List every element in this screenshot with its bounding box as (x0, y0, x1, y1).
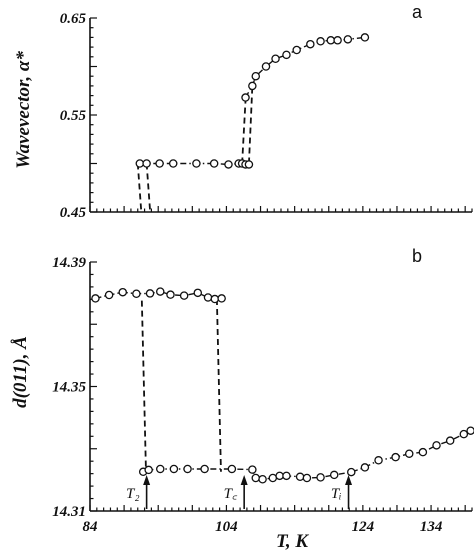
data-point (347, 467, 356, 477)
data-point (418, 447, 428, 457)
ti-arrow: Tᵢ (331, 475, 353, 509)
data-point (169, 464, 179, 474)
data-point (295, 472, 305, 482)
data-point (118, 287, 127, 297)
x-tick-label: 84 (83, 519, 99, 535)
data-point (193, 288, 203, 298)
data-point (251, 473, 261, 483)
data-point (248, 81, 257, 91)
transition-line (136, 163, 143, 211)
transition-line (140, 300, 147, 470)
data-point (166, 290, 175, 299)
data-point (217, 294, 226, 303)
transition-line (248, 85, 254, 164)
data-point (210, 294, 220, 304)
data-point (145, 289, 155, 298)
tc-arrow: T꜀ (224, 475, 248, 509)
x-tick-label: 134 (420, 519, 443, 535)
data-point (183, 464, 192, 474)
data-point (326, 36, 336, 45)
panel-a-marks (135, 33, 370, 211)
data-point (261, 62, 271, 71)
data-point (192, 159, 201, 168)
data-point (224, 160, 233, 169)
data-point (179, 291, 189, 300)
data-point (241, 93, 250, 102)
x-tick-label: 104 (215, 519, 238, 535)
y-tick-label: 14.35 (52, 380, 86, 396)
data-point (404, 449, 414, 458)
data-point (251, 71, 261, 81)
t2-arrow: T₂ (126, 475, 151, 509)
panel-b: d(011), Å b 14.31 14.35 14.39 84 104 124 134 T… (10, 246, 474, 552)
data-point (135, 159, 145, 168)
data-point (91, 294, 100, 303)
y-tick-label: 0.45 (60, 205, 87, 221)
data-point (227, 464, 237, 474)
data-point (391, 452, 400, 462)
panel-a-axes: 0.45 0.55 0.65 (60, 11, 473, 221)
transition-line (145, 163, 151, 211)
data-point (282, 471, 291, 481)
data-point (374, 456, 383, 465)
data-point (445, 436, 455, 445)
panel-b-ylabel: d(011), Å (10, 336, 31, 408)
data-point (343, 35, 353, 44)
t2-arrow-label: T₂ (126, 486, 140, 502)
data-point (156, 287, 165, 296)
data-point (132, 289, 141, 298)
data-point (155, 159, 164, 168)
data-point (329, 470, 339, 480)
series-line (95, 290, 222, 300)
data-point (209, 159, 219, 168)
data-point (268, 473, 278, 483)
ti-arrow-label: Tᵢ (331, 486, 342, 502)
data-point (104, 290, 114, 300)
tc-arrow-label: T꜀ (224, 486, 238, 502)
data-point (316, 473, 325, 482)
data-point (333, 36, 342, 45)
data-point (316, 37, 325, 46)
data-point (306, 39, 315, 49)
panel-a-ylabel: Wavevector, α* (13, 51, 34, 169)
data-point (258, 475, 267, 484)
panel-b-letter: b (412, 246, 422, 266)
data-point (144, 465, 153, 475)
x-tick-label: 124 (352, 519, 375, 535)
data-point (432, 441, 441, 450)
data-point (459, 429, 469, 439)
y-tick-label: 14.39 (52, 255, 86, 271)
data-point (292, 45, 301, 55)
transition-line (215, 299, 222, 472)
panel-b-xlabel: T, K (276, 531, 309, 552)
data-point (168, 159, 178, 168)
transition-line (241, 100, 247, 164)
y-tick-label: 14.31 (52, 504, 86, 520)
panel-b-axes: 14.31 14.35 14.39 84 104 124 134 (52, 255, 473, 535)
data-point (271, 54, 280, 63)
data-point (142, 159, 151, 168)
data-point (244, 160, 254, 169)
data-point (156, 464, 165, 474)
panel-a: Wavevector, α* a 0.45 0.55 0.65 (13, 2, 473, 221)
data-point (248, 465, 257, 474)
panel-a-letter: a (412, 2, 423, 22)
data-point (275, 471, 284, 481)
data-point (466, 426, 474, 435)
data-point (360, 33, 370, 42)
data-point (282, 50, 291, 60)
data-point (203, 293, 213, 302)
panel-b-marks: T₂ T꜀ Tᵢ (91, 287, 474, 509)
data-point (360, 463, 370, 472)
data-point (302, 473, 312, 483)
data-point (200, 464, 209, 474)
y-tick-label: 0.55 (60, 108, 87, 124)
y-tick-label: 0.65 (60, 11, 87, 27)
